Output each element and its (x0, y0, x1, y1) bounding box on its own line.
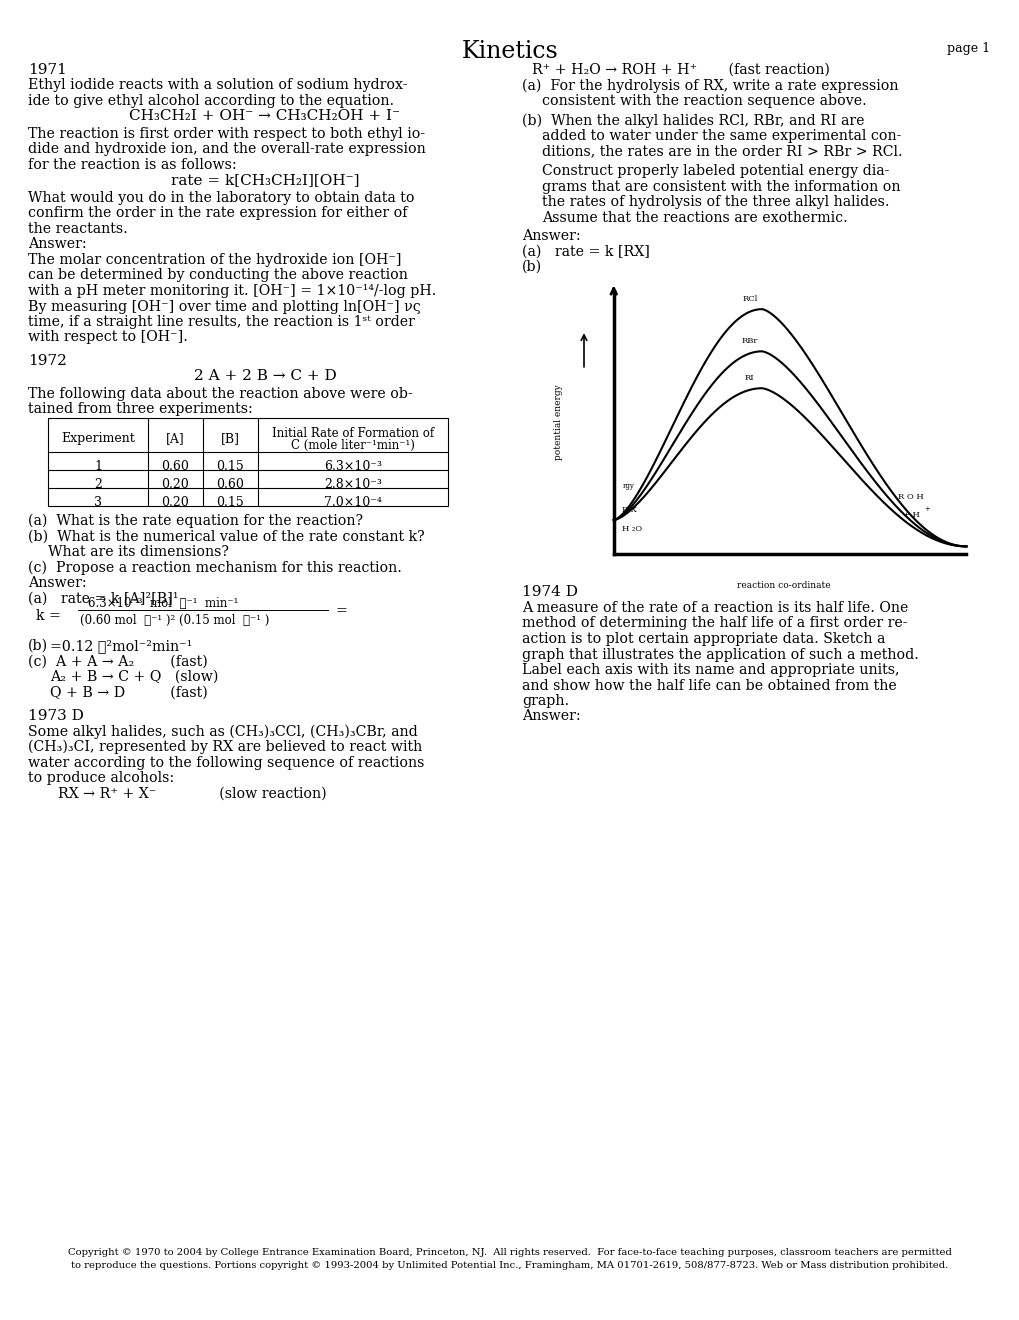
Text: + H: + H (902, 511, 919, 519)
Text: What are its dimensions?: What are its dimensions? (48, 545, 228, 558)
Text: 2: 2 (94, 478, 102, 491)
Text: Answer:: Answer: (522, 228, 580, 243)
Text: (0.60 mol  ℓ⁻¹ )² (0.15 mol  ℓ⁻¹ ): (0.60 mol ℓ⁻¹ )² (0.15 mol ℓ⁻¹ ) (79, 614, 269, 627)
Text: Label each axis with its name and appropriate units,: Label each axis with its name and approp… (522, 663, 899, 677)
Text: (b): (b) (522, 260, 541, 275)
Text: R⁺ + H₂O → ROH + H⁺       (fast reaction): R⁺ + H₂O → ROH + H⁺ (fast reaction) (532, 63, 829, 77)
Text: potential energy: potential energy (553, 384, 562, 461)
Text: (a)   rate = k [RX]: (a) rate = k [RX] (522, 244, 649, 259)
Text: 0.15: 0.15 (216, 459, 245, 473)
Text: with a pH meter monitoring it. [OH⁻] = 1×10⁻¹⁴/-log pH.: with a pH meter monitoring it. [OH⁻] = 1… (28, 284, 436, 298)
Text: Initial Rate of Formation of: Initial Rate of Formation of (272, 426, 434, 440)
Text: action is to plot certain appropriate data. Sketch a: action is to plot certain appropriate da… (522, 632, 884, 645)
Text: and show how the half life can be obtained from the: and show how the half life can be obtain… (522, 678, 896, 693)
Text: 6.3×10⁻³: 6.3×10⁻³ (324, 459, 382, 473)
Text: [B]: [B] (221, 432, 239, 445)
Text: Answer:: Answer: (28, 238, 87, 252)
Text: 0.60: 0.60 (216, 478, 245, 491)
Text: graph that illustrates the application of such a method.: graph that illustrates the application o… (522, 648, 918, 661)
Text: RBr: RBr (741, 338, 757, 346)
Text: rgy: rgy (622, 482, 634, 491)
Text: 3: 3 (94, 496, 102, 510)
Text: time, if a straight line results, the reaction is 1ˢᵗ order: time, if a straight line results, the re… (28, 315, 415, 329)
Text: H ₂O: H ₂O (622, 524, 642, 532)
Text: water according to the following sequence of reactions: water according to the following sequenc… (28, 755, 424, 770)
Text: 2.8×10⁻³: 2.8×10⁻³ (324, 478, 381, 491)
Text: for the reaction is as follows:: for the reaction is as follows: (28, 158, 236, 172)
Text: added to water under the same experimental con-: added to water under the same experiment… (541, 129, 901, 143)
Text: Answer:: Answer: (28, 576, 87, 590)
Text: CH₃CH₂I + OH⁻ → CH₃CH₂OH + I⁻: CH₃CH₂I + OH⁻ → CH₃CH₂OH + I⁻ (129, 110, 400, 124)
Text: can be determined by conducting the above reaction: can be determined by conducting the abov… (28, 268, 408, 282)
Text: Assume that the reactions are exothermic.: Assume that the reactions are exothermic… (541, 210, 847, 224)
Text: page 1: page 1 (946, 42, 989, 55)
Text: 0.60: 0.60 (161, 459, 190, 473)
Text: (b): (b) (28, 639, 48, 653)
Text: rate = k[CH₃CH₂I][OH⁻]: rate = k[CH₃CH₂I][OH⁻] (170, 173, 359, 187)
Text: k =: k = (36, 609, 61, 623)
Text: Some alkyl halides, such as (CH₃)₃CCl, (CH₃)₃CBr, and: Some alkyl halides, such as (CH₃)₃CCl, (… (28, 725, 418, 739)
Text: (c)  A + A → A₂        (fast): (c) A + A → A₂ (fast) (28, 655, 208, 668)
Text: tained from three experiments:: tained from three experiments: (28, 403, 253, 417)
Text: consistent with the reaction sequence above.: consistent with the reaction sequence ab… (541, 94, 866, 108)
Text: R O H: R O H (898, 492, 923, 502)
Bar (48, 418, 447, 506)
Text: 6.3×10⁻³  mol  ℓ⁻¹  min⁻¹: 6.3×10⁻³ mol ℓ⁻¹ min⁻¹ (88, 597, 238, 610)
Text: to reproduce the questions. Portions copyright © 1993-2004 by Unlimited Potentia: to reproduce the questions. Portions cop… (71, 1261, 948, 1270)
Text: The molar concentration of the hydroxide ion [OH⁻]: The molar concentration of the hydroxide… (28, 253, 401, 267)
Text: 1973 D: 1973 D (28, 709, 84, 723)
Text: (a)   rate = k [A]²[B]¹: (a) rate = k [A]²[B]¹ (28, 591, 178, 606)
Text: ide to give ethyl alcohol according to the equation.: ide to give ethyl alcohol according to t… (28, 94, 393, 108)
Text: Answer:: Answer: (522, 710, 580, 723)
Text: (a)  What is the rate equation for the reaction?: (a) What is the rate equation for the re… (28, 513, 363, 528)
Text: (c)  Propose a reaction mechanism for this reaction.: (c) Propose a reaction mechanism for thi… (28, 561, 401, 576)
Text: with respect to [OH⁻].: with respect to [OH⁻]. (28, 330, 187, 345)
Text: reaction co-ordinate: reaction co-ordinate (736, 581, 829, 590)
Text: Copyright © 1970 to 2004 by College Entrance Examination Board, Princeton, NJ.  : Copyright © 1970 to 2004 by College Entr… (68, 1247, 951, 1257)
Text: (a)  For the hydrolysis of RX, write a rate expression: (a) For the hydrolysis of RX, write a ra… (522, 78, 898, 92)
Text: The following data about the reaction above were ob-: The following data about the reaction ab… (28, 387, 413, 401)
Text: 7.0×10⁻⁴: 7.0×10⁻⁴ (324, 496, 381, 510)
Text: Construct properly labeled potential energy dia-: Construct properly labeled potential ene… (541, 164, 889, 178)
Text: RX → R⁺ + X⁻              (slow reaction): RX → R⁺ + X⁻ (slow reaction) (58, 787, 326, 800)
Text: A measure of the rate of a reaction is its half life. One: A measure of the rate of a reaction is i… (522, 601, 908, 615)
Text: +: + (923, 504, 929, 512)
Text: 1971: 1971 (28, 63, 67, 77)
Text: 0.20: 0.20 (161, 496, 190, 510)
Text: 1972: 1972 (28, 354, 67, 368)
Text: Q + B → D          (fast): Q + B → D (fast) (50, 685, 208, 700)
Text: [A]: [A] (166, 432, 184, 445)
Text: 0.20: 0.20 (161, 478, 190, 491)
Text: R X: R X (622, 506, 637, 513)
Text: What would you do in the laboratory to obtain data to: What would you do in the laboratory to o… (28, 191, 414, 205)
Text: 0.15: 0.15 (216, 496, 245, 510)
Text: (b)  When the alkyl halides RCl, RBr, and RI are: (b) When the alkyl halides RCl, RBr, and… (522, 114, 864, 128)
Text: method of determining the half life of a first order re-: method of determining the half life of a… (522, 616, 907, 631)
Text: C (mole liter⁻¹min⁻¹): C (mole liter⁻¹min⁻¹) (290, 440, 415, 451)
Text: =0.12 ℓ²mol⁻²min⁻¹: =0.12 ℓ²mol⁻²min⁻¹ (50, 639, 192, 653)
Text: ditions, the rates are in the order RI > RBr > RCl.: ditions, the rates are in the order RI >… (541, 144, 902, 158)
Text: (CH₃)₃CI, represented by RX are believed to react with: (CH₃)₃CI, represented by RX are believed… (28, 741, 422, 755)
Text: the rates of hydrolysis of the three alkyl halides.: the rates of hydrolysis of the three alk… (541, 195, 889, 209)
Text: (b)  What is the numerical value of the rate constant k?: (b) What is the numerical value of the r… (28, 529, 424, 544)
Text: 2 A + 2 B → C + D: 2 A + 2 B → C + D (194, 370, 336, 384)
Text: Ethyl iodide reacts with a solution of sodium hydrox-: Ethyl iodide reacts with a solution of s… (28, 78, 408, 92)
Text: RCl: RCl (742, 296, 757, 304)
Text: RI: RI (744, 375, 754, 383)
Text: the reactants.: the reactants. (28, 222, 127, 236)
Text: Kinetics: Kinetics (462, 40, 557, 63)
Text: By measuring [OH⁻] over time and plotting ln[OH⁻] νς: By measuring [OH⁻] over time and plottin… (28, 300, 421, 314)
Text: =: = (335, 605, 347, 618)
Text: Experiment: Experiment (61, 432, 135, 445)
Text: 1: 1 (94, 459, 102, 473)
Text: confirm the order in the rate expression for either of: confirm the order in the rate expression… (28, 206, 408, 220)
Text: to produce alcohols:: to produce alcohols: (28, 771, 174, 785)
Text: A₂ + B → C + Q   (slow): A₂ + B → C + Q (slow) (50, 671, 218, 684)
Text: 1974 D: 1974 D (522, 586, 578, 599)
Text: dide and hydroxide ion, and the overall-rate expression: dide and hydroxide ion, and the overall-… (28, 143, 425, 157)
Text: grams that are consistent with the information on: grams that are consistent with the infor… (541, 180, 900, 194)
Text: graph.: graph. (522, 694, 569, 708)
Text: The reaction is first order with respect to both ethyl io-: The reaction is first order with respect… (28, 127, 425, 141)
